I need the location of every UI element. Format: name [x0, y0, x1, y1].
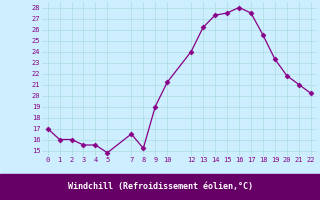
- Text: Windchill (Refroidissement éolien,°C): Windchill (Refroidissement éolien,°C): [68, 182, 252, 192]
